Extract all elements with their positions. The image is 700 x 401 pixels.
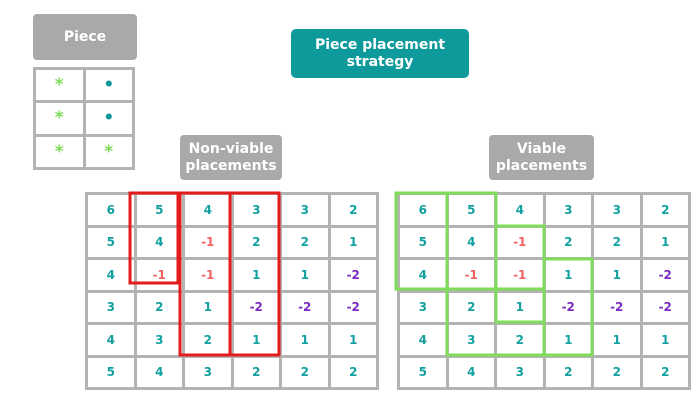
title-line-2: strategy	[346, 53, 414, 70]
piece-cell: •	[85, 70, 132, 101]
viable-grid-cell: 2	[448, 292, 494, 322]
viable-grid-cell: 5	[400, 357, 446, 387]
viable-grid-cell: 4	[400, 260, 446, 290]
viable-grid-cell: 4	[448, 227, 494, 257]
viable-grid-cell: 2	[545, 357, 591, 387]
viable-grid-cell: 6	[400, 195, 446, 225]
viable-grid-cell: -1	[497, 227, 543, 257]
viable-grid-cell: 4	[400, 325, 446, 355]
nonviable-grid-cell: -2	[233, 292, 279, 322]
viable-grid-cell: -2	[594, 292, 640, 322]
viable-grid-cell: 2	[594, 357, 640, 387]
nonviable-grid-cell: -1	[185, 227, 231, 257]
viable-grid-cell: 1	[545, 325, 591, 355]
viable-grid-cell: 1	[545, 260, 591, 290]
piece-label: Piece	[33, 14, 137, 60]
viable-grid-cell: 3	[448, 325, 494, 355]
nonviable-grid-cell: 2	[185, 325, 231, 355]
viable-label-line-2: placements	[495, 157, 588, 174]
nonviable-grid-cell: -1	[136, 260, 182, 290]
viable-label-line-1: Viable	[516, 141, 567, 158]
viable-grid-cell: 1	[642, 325, 688, 355]
viable-grid-cell: 2	[642, 357, 688, 387]
piece-cell: *	[36, 136, 83, 167]
viable-grid-cell: -2	[642, 292, 688, 322]
viable-grid-cell: 3	[497, 357, 543, 387]
nonviable-label: Non-viable placements	[180, 135, 282, 180]
viable-grid-cell: 1	[594, 325, 640, 355]
nonviable-grid-cell: 3	[136, 325, 182, 355]
viable-grid-cell: 3	[594, 195, 640, 225]
viable-grid-cell: 2	[497, 325, 543, 355]
nonviable-grid-cell: 3	[88, 292, 134, 322]
viable-grid-cell: 5	[448, 195, 494, 225]
viable-grid-cell: 4	[448, 357, 494, 387]
viable-grid-cell: -1	[448, 260, 494, 290]
nonviable-grid-cell: -1	[185, 260, 231, 290]
nonviable-grid-cell: 5	[136, 195, 182, 225]
viable-grid-cell: 2	[642, 195, 688, 225]
nonviable-grid-cell: 1	[282, 260, 328, 290]
piece-label-text: Piece	[63, 28, 107, 45]
viable-label: Viable placements	[489, 135, 594, 180]
title-line-1: Piece placement	[314, 37, 446, 54]
nonviable-grid-cell: -2	[330, 292, 376, 322]
piece-cell: *	[36, 70, 83, 101]
nonviable-grid-cell: -2	[282, 292, 328, 322]
viable-grid-cell: 3	[545, 195, 591, 225]
nonviable-grid-cell: 2	[330, 357, 376, 387]
nonviable-grid-cell: 4	[136, 227, 182, 257]
nonviable-grid-cell: 2	[282, 227, 328, 257]
piece-cell: *	[85, 136, 132, 167]
nonviable-grid-cell: 1	[330, 325, 376, 355]
nonviable-grid-cell: 1	[185, 292, 231, 322]
nonviable-grid-cell: 1	[233, 325, 279, 355]
nonviable-grid-cell: 4	[88, 260, 134, 290]
nonviable-grid-cell: 2	[136, 292, 182, 322]
nonviable-grid-cell: 4	[136, 357, 182, 387]
viable-grid-cell: 4	[497, 195, 543, 225]
nonviable-grid-cell: 3	[233, 195, 279, 225]
diagram-title: Piece placement strategy	[291, 29, 469, 78]
viable-grid-cell: 3	[400, 292, 446, 322]
viable-grid-cell: -1	[497, 260, 543, 290]
viable-grid-cell: 5	[400, 227, 446, 257]
nonviable-grid-cell: 5	[88, 357, 134, 387]
piece-cell: *	[36, 103, 83, 134]
viable-grid-cell: -2	[545, 292, 591, 322]
nonviable-grid-cell: 3	[185, 357, 231, 387]
nonviable-grid-cell: 6	[88, 195, 134, 225]
viable-grid-cell: 2	[594, 227, 640, 257]
nonviable-grid-cell: 3	[282, 195, 328, 225]
nonviable-grid-cell: 1	[330, 227, 376, 257]
nonviable-grid: 6 5 4 3 3 2 5 4 -1 2 2 1 4 -1 -1 1 1 -2 3 2 1 -2 -2 -2 4 3 2 1 1 1 5 4 3…	[85, 192, 379, 390]
nonviable-grid-cell: 2	[233, 357, 279, 387]
viable-grid-cell: -2	[642, 260, 688, 290]
piece-cell: •	[85, 103, 132, 134]
nonviable-label-line-2: placements	[185, 157, 277, 174]
viable-grid: 6 5 4 3 3 2 5 4 -1 2 2 1 4 -1 -1 1 1 -2 3 2 1 -2 -2 -2 4 3 2 1 1 1 5 4 3…	[397, 192, 691, 390]
nonviable-grid-cell: 4	[88, 325, 134, 355]
nonviable-grid-cell: 2	[282, 357, 328, 387]
nonviable-grid-cell: 2	[233, 227, 279, 257]
nonviable-grid-cell: 1	[282, 325, 328, 355]
piece-grid: * • * • * *	[33, 67, 135, 170]
viable-grid-cell: 1	[642, 227, 688, 257]
nonviable-grid-cell: 4	[185, 195, 231, 225]
nonviable-label-line-1: Non-viable	[188, 141, 274, 158]
nonviable-grid-cell: -2	[330, 260, 376, 290]
nonviable-grid-cell: 5	[88, 227, 134, 257]
nonviable-grid-cell: 1	[233, 260, 279, 290]
viable-grid-cell: 2	[545, 227, 591, 257]
viable-grid-cell: 1	[594, 260, 640, 290]
nonviable-grid-cell: 2	[330, 195, 376, 225]
viable-grid-cell: 1	[497, 292, 543, 322]
